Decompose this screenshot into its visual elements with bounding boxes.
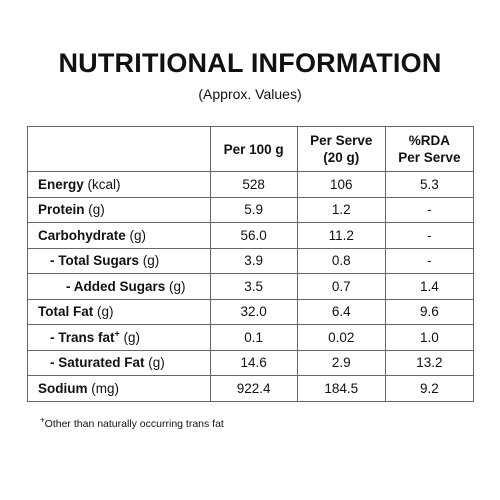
row-label-saturated-fat: - Saturated Fat (g): [27, 349, 211, 376]
carbohydrate-per100: 56.0: [209, 222, 298, 249]
header-rda-line2: Per Serve: [398, 150, 461, 165]
table-header-row: Per 100 g Per Serve (20 g) %RDA Per Serv…: [27, 126, 475, 172]
table-row: - Saturated Fat (g) 14.6 2.9 13.2: [27, 349, 475, 376]
total-fat-per100: 32.0: [209, 298, 298, 325]
trans-fat-rda: 1.0: [384, 324, 475, 351]
energy-per-serve: 106: [296, 171, 386, 198]
saturated-fat-per100: 14.6: [209, 349, 298, 376]
table-row: - Added Sugars (g) 3.5 0.7 1.4: [27, 273, 475, 300]
table-row: Sodium (mg) 922.4 184.5 9.2: [27, 375, 475, 402]
saturated-fat-per-serve: 2.9: [296, 349, 386, 376]
total-sugars-rda: -: [384, 247, 475, 274]
carbohydrate-per-serve: 11.2: [296, 222, 386, 249]
footnote: +Other than naturally occurring trans fa…: [40, 415, 224, 430]
row-label-trans-fat: - Trans fat+ (g): [27, 324, 211, 351]
sodium-rda: 9.2: [384, 375, 475, 402]
protein-rda: -: [384, 196, 475, 223]
energy-rda: 5.3: [384, 171, 475, 198]
header-per-100g: Per 100 g: [209, 126, 298, 172]
protein-per100: 5.9: [209, 196, 298, 223]
total-sugars-per100: 3.9: [209, 247, 298, 274]
header-per-100g-label: Per 100 g: [223, 141, 284, 157]
sodium-per-serve: 184.5: [296, 375, 386, 402]
trans-fat-footnote-mark: +: [114, 328, 120, 339]
header-per-serve-line1: Per Serve: [310, 133, 373, 148]
energy-per100: 528: [209, 171, 298, 198]
sodium-per100: 922.4: [209, 375, 298, 402]
carbohydrate-rda: -: [384, 222, 475, 249]
total-fat-per-serve: 6.4: [296, 298, 386, 325]
row-label-carbohydrate: Carbohydrate (g): [27, 222, 211, 249]
page-title: NUTRITIONAL INFORMATION: [58, 48, 442, 78]
protein-per-serve: 1.2: [296, 196, 386, 223]
added-sugars-rda: 1.4: [384, 273, 475, 300]
table-row: - Total Sugars (g) 3.9 0.8 -: [27, 247, 475, 274]
saturated-fat-rda: 13.2: [384, 349, 475, 376]
table-row: Energy (kcal) 528 106 5.3: [27, 171, 475, 198]
total-sugars-per-serve: 0.8: [296, 247, 386, 274]
footnote-text: Other than naturally occurring trans fat: [44, 418, 224, 430]
header-blank-cell: [27, 126, 211, 172]
trans-fat-per100: 0.1: [209, 324, 298, 351]
table-row: Protein (g) 5.9 1.2 -: [27, 196, 475, 223]
trans-fat-per-serve: 0.02: [296, 324, 386, 351]
header-rda: %RDA Per Serve: [384, 126, 475, 172]
header-per-serve: Per Serve (20 g): [296, 126, 386, 172]
table-row: Total Fat (g) 32.0 6.4 9.6: [27, 298, 475, 325]
added-sugars-per100: 3.5: [209, 273, 298, 300]
row-label-added-sugars: - Added Sugars (g): [27, 273, 211, 300]
header-per-serve-line2: (20 g): [323, 150, 360, 165]
row-label-protein: Protein (g): [27, 196, 211, 223]
row-label-energy: Energy (kcal): [27, 171, 211, 198]
table-row: Carbohydrate (g) 56.0 11.2 -: [27, 222, 475, 249]
added-sugars-per-serve: 0.7: [296, 273, 386, 300]
footnote-mark: +: [40, 415, 45, 425]
nutrition-table: Per 100 g Per Serve (20 g) %RDA Per Serv…: [27, 126, 475, 402]
row-label-total-sugars: - Total Sugars (g): [27, 247, 211, 274]
total-fat-rda: 9.6: [384, 298, 475, 325]
row-label-sodium: Sodium (mg): [27, 375, 211, 402]
row-label-total-fat: Total Fat (g): [27, 298, 211, 325]
table-row: - Trans fat+ (g) 0.1 0.02 1.0: [27, 324, 475, 351]
header-rda-line1: %RDA: [408, 133, 451, 148]
page-subtitle: (Approx. Values): [198, 86, 302, 102]
